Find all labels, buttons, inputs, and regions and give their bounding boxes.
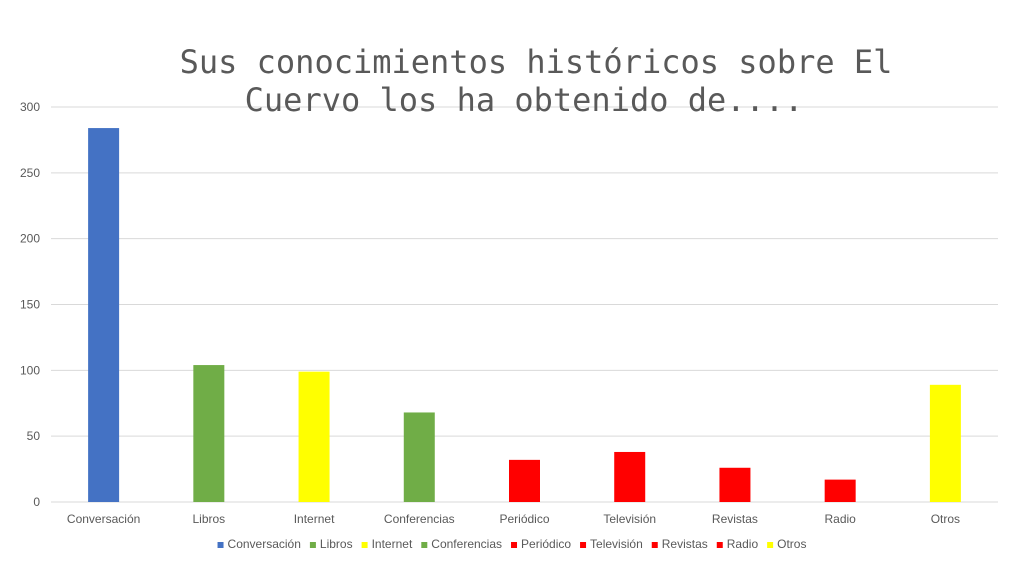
chart-title-line-2: Cuervo los ha obtenido de.... bbox=[245, 81, 804, 119]
legend-item: Otros bbox=[767, 537, 806, 551]
legend-item: Revistas bbox=[651, 537, 708, 551]
bar bbox=[614, 451, 646, 502]
y-tick-label: 0 bbox=[33, 495, 40, 509]
legend-item: Conferencias bbox=[421, 537, 502, 551]
y-tick-label: 200 bbox=[20, 232, 40, 246]
x-category-label: Conferencias bbox=[384, 512, 455, 526]
x-category-label: Radio bbox=[824, 512, 856, 526]
legend-swatch bbox=[217, 542, 224, 548]
legend-label: Periódico bbox=[521, 537, 571, 551]
bars bbox=[88, 128, 961, 503]
y-tick-label: 300 bbox=[20, 100, 40, 114]
bar bbox=[824, 479, 856, 502]
bar bbox=[403, 412, 435, 502]
x-axis-category-labels: Conversación Libros Internet Conferencias Pe… bbox=[67, 512, 960, 526]
bar bbox=[88, 128, 120, 503]
bar bbox=[509, 459, 540, 502]
legend-label: Otros bbox=[777, 537, 806, 551]
legend-item: Periódico bbox=[511, 537, 571, 551]
x-category-label: Conversación bbox=[67, 512, 140, 526]
chart-title-line-1: Sus conocimientos históricos sobre El bbox=[180, 43, 893, 81]
legend-label: Revistas bbox=[662, 537, 708, 551]
legend-item: Televisión bbox=[580, 537, 643, 551]
x-category-label: Televisión bbox=[603, 512, 656, 526]
x-category-label: Periódico bbox=[499, 512, 549, 526]
y-tick-label: 100 bbox=[20, 363, 40, 377]
legend-swatch bbox=[361, 542, 368, 548]
bar bbox=[193, 365, 225, 502]
legend-swatch bbox=[511, 542, 518, 548]
legend-label: Radio bbox=[727, 537, 759, 551]
legend-item: Conversación bbox=[217, 537, 301, 551]
legend-swatch bbox=[309, 542, 316, 548]
bar bbox=[929, 384, 961, 502]
legend-label: Internet bbox=[372, 537, 413, 551]
legend-swatch bbox=[767, 542, 774, 548]
chart-title: Sus conocimientos históricos sobre El Cu… bbox=[180, 43, 893, 119]
bar bbox=[298, 371, 330, 502]
legend-swatch bbox=[651, 542, 658, 548]
legend-item: Radio bbox=[716, 537, 759, 551]
legend-label: Televisión bbox=[590, 537, 643, 551]
legend-label: Libros bbox=[320, 537, 353, 551]
y-tick-label: 50 bbox=[27, 429, 41, 443]
legend-swatch bbox=[421, 542, 428, 548]
y-tick-label: 150 bbox=[20, 298, 40, 312]
y-tick-label: 250 bbox=[20, 166, 40, 180]
legend-label: Conferencias bbox=[431, 537, 502, 551]
y-axis-tick-labels: 0 50 100 150 200 250 300 bbox=[20, 100, 40, 509]
legend: Conversación Libros Internet Conferencias Pe… bbox=[217, 537, 806, 551]
x-category-label: Libros bbox=[192, 512, 225, 526]
x-category-label: Internet bbox=[294, 512, 335, 526]
x-category-label: Otros bbox=[931, 512, 960, 526]
legend-item: Libros bbox=[309, 537, 353, 551]
legend-swatch bbox=[580, 542, 587, 548]
legend-swatch bbox=[716, 542, 723, 548]
legend-item: Internet bbox=[361, 537, 413, 551]
bar bbox=[719, 467, 751, 502]
gridlines bbox=[51, 106, 998, 503]
x-category-label: Revistas bbox=[712, 512, 758, 526]
legend-label: Conversación bbox=[228, 537, 301, 551]
